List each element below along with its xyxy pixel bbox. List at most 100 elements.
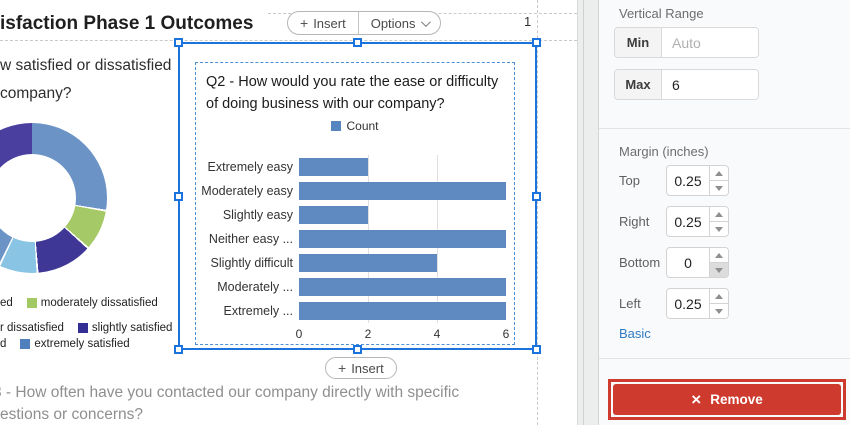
- legend-label: moderately dissatisfied: [40, 297, 158, 309]
- section-divider: [599, 128, 850, 129]
- legend-label: d: [0, 338, 7, 350]
- question-q1-text[interactable]: w satisfied or dissatisfied company?: [0, 57, 172, 102]
- margin-left-value[interactable]: 0.25: [674, 295, 702, 312]
- legend-label: r dissatisfied: [0, 322, 64, 334]
- x-icon: ×: [691, 390, 702, 409]
- stepper-up-button[interactable]: [710, 207, 728, 221]
- max-input[interactable]: [662, 70, 758, 99]
- bar-category-label: Extremely easy: [207, 160, 293, 174]
- bar-category-label: Slightly difficult: [210, 256, 293, 270]
- bar[interactable]: [299, 158, 368, 176]
- bar[interactable]: [299, 206, 368, 224]
- chevron-down-icon: [420, 16, 431, 27]
- selection-handle-n[interactable]: [353, 38, 362, 47]
- bar-track: [299, 158, 506, 176]
- margin-top-stepper: 0.25: [666, 165, 729, 196]
- stepper-down-button[interactable]: [710, 180, 728, 195]
- bar-category-label: Neither easy ...: [208, 232, 293, 246]
- margin-left-stepper: 0.25: [666, 288, 729, 319]
- margin-heading: Margin (inches): [619, 144, 709, 159]
- bar[interactable]: [299, 302, 506, 320]
- selection-handle-ne[interactable]: [532, 38, 541, 47]
- chart-legend: Count: [196, 119, 514, 133]
- margin-top-value[interactable]: 0.25: [674, 172, 702, 189]
- stepper-up-button[interactable]: [710, 248, 728, 262]
- min-input[interactable]: [662, 28, 758, 57]
- stepper-up-icon: [715, 293, 723, 299]
- margin-bottom-label: Bottom: [619, 255, 661, 270]
- selection-handle-sw[interactable]: [174, 345, 183, 354]
- bar-track: [299, 278, 506, 296]
- chart-title: Q2 - How would you rate the ease or diff…: [206, 74, 499, 112]
- donut-chart-hole: [0, 154, 76, 242]
- bar-row: Extremely ...: [196, 299, 506, 323]
- selection-handle-w[interactable]: [174, 192, 183, 201]
- count-legend-label: Count: [346, 119, 379, 133]
- donut-legend-row: d extremely satisfied: [0, 338, 130, 350]
- stepper-up-icon: [715, 211, 723, 217]
- selection-handle-se[interactable]: [532, 345, 541, 354]
- bar-chart-plot: Extremely easy Moderately easy Slightly ea…: [196, 155, 506, 323]
- bar-row: Moderately ...: [196, 275, 506, 299]
- bar[interactable]: [299, 182, 506, 200]
- insert-button-label: Insert: [313, 15, 346, 31]
- bar-track: [299, 182, 506, 200]
- x-tick-label: 6: [502, 327, 510, 341]
- stepper-down-button[interactable]: [710, 221, 728, 236]
- max-field-group: Max: [614, 69, 759, 100]
- legend-label: slightly satisfied: [91, 322, 173, 334]
- legend-swatch-indigo: [77, 323, 88, 333]
- bar-category-label: Moderately ...: [217, 280, 293, 294]
- remove-button-highlight: × Remove: [608, 379, 846, 420]
- stepper-up-icon: [715, 170, 723, 176]
- options-button[interactable]: Options: [357, 12, 440, 34]
- bar-track: [299, 230, 506, 248]
- bar-chart-widget[interactable]: Q2 - How would you rate the ease or diff…: [195, 62, 515, 345]
- page-number: 1: [524, 14, 532, 29]
- insert-options-toolbar: + Insert Options: [287, 11, 441, 35]
- selection-handle-e[interactable]: [532, 192, 541, 201]
- report-title[interactable]: isfaction Phase 1 Outcomes: [0, 13, 254, 34]
- margin-right-label: Right: [619, 214, 650, 229]
- stepper-up-button[interactable]: [710, 289, 728, 303]
- canvas-gutter: [577, 0, 598, 425]
- report-canvas: isfaction Phase 1 Outcomes 1 + Insert Op…: [0, 0, 577, 425]
- stepper-up-button[interactable]: [710, 166, 728, 180]
- question-q3-line1[interactable]: 3 - How often have you contacted our com…: [0, 384, 460, 401]
- margin-left-label: Left: [619, 296, 641, 311]
- min-label: Min: [615, 28, 662, 57]
- bar[interactable]: [299, 230, 506, 248]
- selection-handle-nw[interactable]: [174, 38, 183, 47]
- bar-category-label: Moderately easy: [201, 184, 293, 198]
- selection-handle-s[interactable]: [353, 345, 362, 354]
- settings-panel: Vertical Range Min Max Margin (inches) T…: [598, 0, 850, 425]
- stepper-down-button[interactable]: [710, 303, 728, 318]
- bar-row: Moderately easy: [196, 179, 506, 203]
- legend-swatch-blue: [20, 339, 31, 349]
- basic-link[interactable]: Basic: [619, 326, 651, 341]
- bar-row: Slightly difficult: [196, 251, 506, 275]
- legend-swatch-green: [26, 298, 37, 308]
- margin-right-value[interactable]: 0.25: [674, 213, 702, 230]
- stepper-down-button[interactable]: [710, 262, 728, 277]
- bar[interactable]: [299, 254, 437, 272]
- question-q3-line2[interactable]: estions or concerns?: [0, 406, 144, 423]
- insert-button[interactable]: + Insert: [288, 12, 358, 34]
- remove-button[interactable]: × Remove: [613, 384, 841, 415]
- margin-bottom-value[interactable]: 0: [684, 254, 692, 271]
- bar[interactable]: [299, 278, 506, 296]
- max-label: Max: [615, 70, 662, 99]
- min-field-group: Min: [614, 27, 759, 58]
- vertical-range-heading: Vertical Range: [619, 6, 704, 21]
- stepper-down-icon: [715, 308, 723, 314]
- bar-track: [299, 206, 506, 224]
- legend-label: ed: [0, 297, 13, 309]
- stepper-up-icon: [715, 252, 723, 258]
- stepper-down-icon: [715, 185, 723, 191]
- insert-below-button[interactable]: + Insert: [325, 357, 397, 379]
- legend-label: extremely satisfied: [34, 338, 130, 350]
- bar-track: [299, 254, 506, 272]
- layout-guide-right: [537, 0, 538, 425]
- margin-right-stepper: 0.25: [666, 206, 729, 237]
